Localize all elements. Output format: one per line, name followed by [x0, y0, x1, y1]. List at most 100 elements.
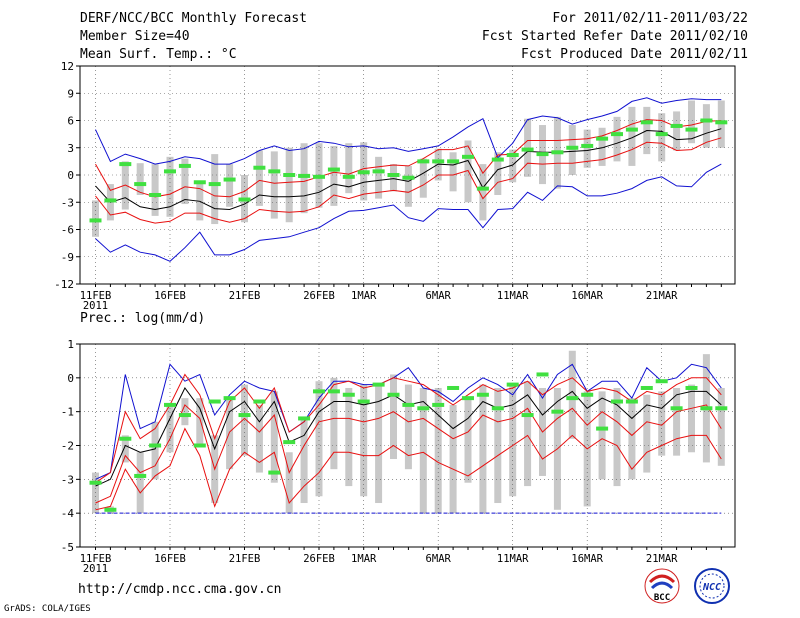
- series-p10: [95, 427, 722, 511]
- member-marker: [104, 198, 117, 203]
- member-marker: [476, 392, 489, 397]
- box-bar: [196, 398, 204, 446]
- member-marker: [536, 372, 549, 377]
- series-min: [95, 163, 722, 262]
- y-tick-label: -3: [61, 473, 74, 486]
- member-marker: [223, 396, 236, 401]
- box-bar: [673, 111, 681, 151]
- box-bar: [345, 143, 353, 194]
- member-marker: [596, 136, 609, 141]
- y-tick-label: 6: [67, 115, 74, 128]
- member-marker: [432, 402, 445, 407]
- member-marker: [268, 169, 281, 174]
- member-marker: [223, 177, 236, 182]
- box-bar: [121, 435, 129, 463]
- member-marker: [551, 409, 564, 414]
- box-bar: [658, 113, 666, 162]
- series-mean_minus_std: [95, 137, 722, 224]
- box-bar: [375, 156, 383, 199]
- box-bar: [345, 387, 353, 487]
- member-marker: [193, 180, 206, 185]
- member-marker: [447, 159, 460, 164]
- box-bar: [270, 151, 278, 219]
- x-tick-label: 26FEB: [303, 290, 335, 302]
- forecast-period: For 2011/02/11-2011/03/22: [552, 11, 748, 26]
- x-tick-label: 16FEB: [154, 290, 186, 302]
- member-marker: [715, 406, 728, 411]
- bcc-logo: BCC: [644, 568, 680, 604]
- box-bar: [479, 164, 487, 221]
- box-bar: [136, 452, 144, 514]
- box-bar: [330, 377, 338, 470]
- box-bar: [226, 164, 234, 207]
- series-max: [95, 97, 722, 165]
- y-tick-label: 1: [67, 338, 74, 351]
- member-marker: [655, 132, 668, 137]
- member-marker: [685, 385, 698, 390]
- y-tick-label: -4: [61, 507, 75, 520]
- member-marker: [164, 402, 176, 407]
- year-label: 2011: [83, 563, 108, 575]
- variable-label: Mean Surf. Temp.: °C: [80, 47, 237, 62]
- y-tick-label: 12: [61, 60, 74, 73]
- box-bar: [419, 158, 427, 198]
- box-bar: [464, 398, 472, 483]
- box-bar: [568, 125, 576, 175]
- chart-panel-2: -5 -4 -3 -2 -1 0 1 11FEB 16FEB 21FEB 26FEB 1MAR 6MAR…: [61, 311, 736, 575]
- member-marker: [253, 399, 266, 404]
- box-bar: [658, 391, 666, 456]
- x-tick-label: 11FEB: [80, 553, 112, 565]
- member-marker: [551, 150, 564, 155]
- member-marker: [313, 389, 325, 394]
- member-marker: [327, 389, 340, 394]
- member-marker: [372, 382, 385, 387]
- member-marker: [640, 120, 653, 125]
- member-marker: [506, 153, 519, 158]
- member-marker: [253, 165, 266, 170]
- box-bar: [255, 150, 263, 206]
- box-bar: [330, 145, 338, 206]
- member-marker: [670, 406, 683, 411]
- x-tick-label: 6MAR: [426, 553, 452, 565]
- member-marker: [89, 480, 102, 485]
- member-marker: [104, 507, 117, 512]
- box-bar: [568, 350, 576, 439]
- box-bar: [479, 384, 487, 514]
- box-bar: [449, 404, 457, 514]
- box-bar: [524, 381, 532, 487]
- box-bar: [628, 398, 636, 480]
- member-marker: [506, 382, 519, 387]
- member-marker: [700, 406, 713, 411]
- member-marker: [640, 385, 653, 390]
- member-marker: [298, 173, 311, 178]
- website-url[interactable]: http://cmdp.ncc.cma.gov.cn: [78, 582, 282, 597]
- member-size: Member Size=40: [80, 29, 190, 44]
- member-marker: [268, 470, 281, 475]
- box-bar: [494, 387, 502, 504]
- member-marker: [566, 396, 579, 401]
- box-bar: [628, 106, 636, 166]
- fcst-started-date: Fcst Started Refer Date 2011/02/10: [481, 29, 748, 44]
- x-tick-label: 6MAR: [426, 290, 452, 302]
- box-bar: [613, 116, 621, 162]
- box-bar: [598, 391, 606, 480]
- box-bar: [375, 384, 383, 504]
- y-tick-label: -6: [61, 224, 74, 237]
- series-max: [95, 363, 722, 480]
- box-bar: [285, 452, 293, 514]
- member-marker: [491, 157, 504, 162]
- box-bar: [226, 398, 234, 470]
- box-bar: [181, 158, 189, 205]
- y-tick-label: 3: [67, 142, 74, 155]
- member-marker: [611, 399, 623, 404]
- box-bar: [583, 129, 591, 168]
- box-bar: [688, 100, 695, 144]
- member-marker: [566, 145, 579, 150]
- x-tick-label: 21FEB: [229, 290, 261, 302]
- box-bar: [404, 384, 412, 470]
- y-tick-label: -12: [54, 278, 74, 291]
- header-right: For 2011/02/11-2011/03/22 Fcst Started Re…: [482, 10, 748, 64]
- box-bar: [285, 147, 293, 223]
- ncc-logo: NCC: [694, 568, 730, 604]
- box-bar: [300, 418, 308, 504]
